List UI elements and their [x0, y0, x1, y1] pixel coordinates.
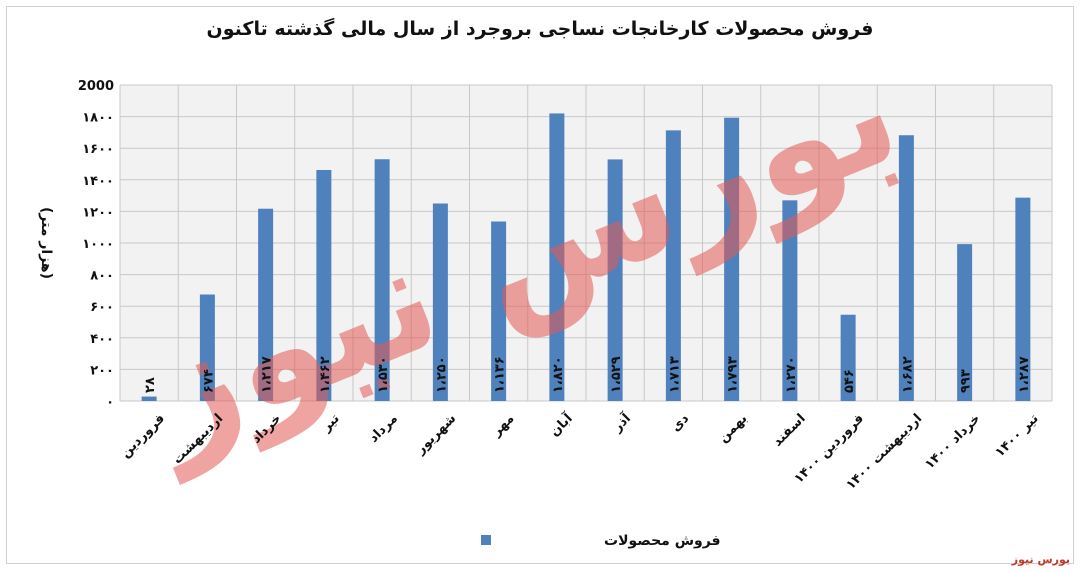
data-label: ۱،۵۳۰ [376, 356, 391, 393]
data-label: ۱،۵۲۹ [609, 356, 624, 393]
x-tick-label: بهمن [716, 411, 751, 446]
bar [491, 221, 507, 401]
data-label: ۱،۶۸۲ [900, 356, 915, 393]
y-tick-label: ۱۸۰۰ [82, 111, 114, 126]
bar-series [141, 113, 1031, 402]
legend-swatch [481, 535, 491, 545]
data-label: ۱،۱۳۶ [493, 356, 508, 393]
y-axis-label: (هزار متر) [38, 207, 54, 279]
data-label: ۱،۲۷۰ [784, 356, 799, 393]
bar [374, 159, 390, 401]
y-tick-label: ۱۶۰۰ [82, 142, 114, 157]
x-tick-label: آذر [608, 409, 634, 435]
x-tick-label: مرداد [366, 411, 401, 446]
x-tick-label: فروردین [118, 411, 168, 461]
bar [724, 117, 740, 402]
y-tick-label: 2000 [78, 79, 114, 94]
y-tick-label: ۰ [106, 395, 114, 410]
bar [316, 170, 332, 401]
x-tick-label: خرداد ۱۴۰۰ [922, 411, 983, 472]
data-label: ۱،۲۵۰ [434, 356, 449, 393]
data-label: ۶۷۴ [201, 369, 216, 393]
y-tick-label: ۶۰۰ [90, 300, 114, 315]
x-tick-label: اسفند [770, 411, 808, 449]
x-tick-label: مهر [489, 411, 518, 440]
bar [782, 200, 798, 401]
data-label: ۱،۲۱۷ [260, 356, 275, 393]
x-tick-label: شهریور [413, 411, 460, 458]
legend: فروش محصولات [481, 533, 721, 549]
y-tick-label: ۱۴۰۰ [82, 174, 114, 189]
data-label: ۱،۲۸۷ [1017, 356, 1032, 393]
data-label: ۱،۷۹۳ [726, 356, 741, 393]
y-tick-label: ۱۲۰۰ [82, 205, 114, 220]
bar [840, 314, 856, 401]
bar [957, 244, 973, 401]
bar [1015, 197, 1031, 401]
data-label: ۱،۷۱۳ [667, 356, 682, 393]
source-label: بورس نیوز [1011, 553, 1070, 566]
bar [432, 203, 448, 401]
chart-title: فروش محصولات کارخانجات نساجی بروجرد از س… [206, 18, 874, 40]
x-tick-label: آبان [546, 409, 576, 439]
data-label: ۵۴۶ [842, 369, 857, 393]
bar [549, 113, 565, 401]
bar [258, 208, 274, 401]
x-tick-label: دی [668, 411, 692, 435]
legend-label: فروش محصولات [604, 533, 721, 549]
bar [898, 135, 914, 401]
data-label: ۱،۸۲۰ [551, 356, 566, 393]
data-label: ۲۸ [143, 377, 158, 393]
bar [199, 294, 215, 401]
bar [665, 130, 681, 401]
y-tick-label: ۸۰۰ [90, 269, 114, 284]
bar [141, 396, 157, 401]
bar [607, 159, 623, 401]
y-tick-label: ۱۰۰۰ [82, 237, 114, 252]
x-tick-label: تیر ۱۴۰۰ [993, 411, 1042, 460]
y-tick-label: ۴۰۰ [90, 332, 114, 347]
data-label: ۹۹۳ [959, 369, 974, 393]
y-tick-label: ۲۰۰ [90, 363, 114, 378]
data-label: ۱،۴۶۲ [318, 356, 333, 393]
